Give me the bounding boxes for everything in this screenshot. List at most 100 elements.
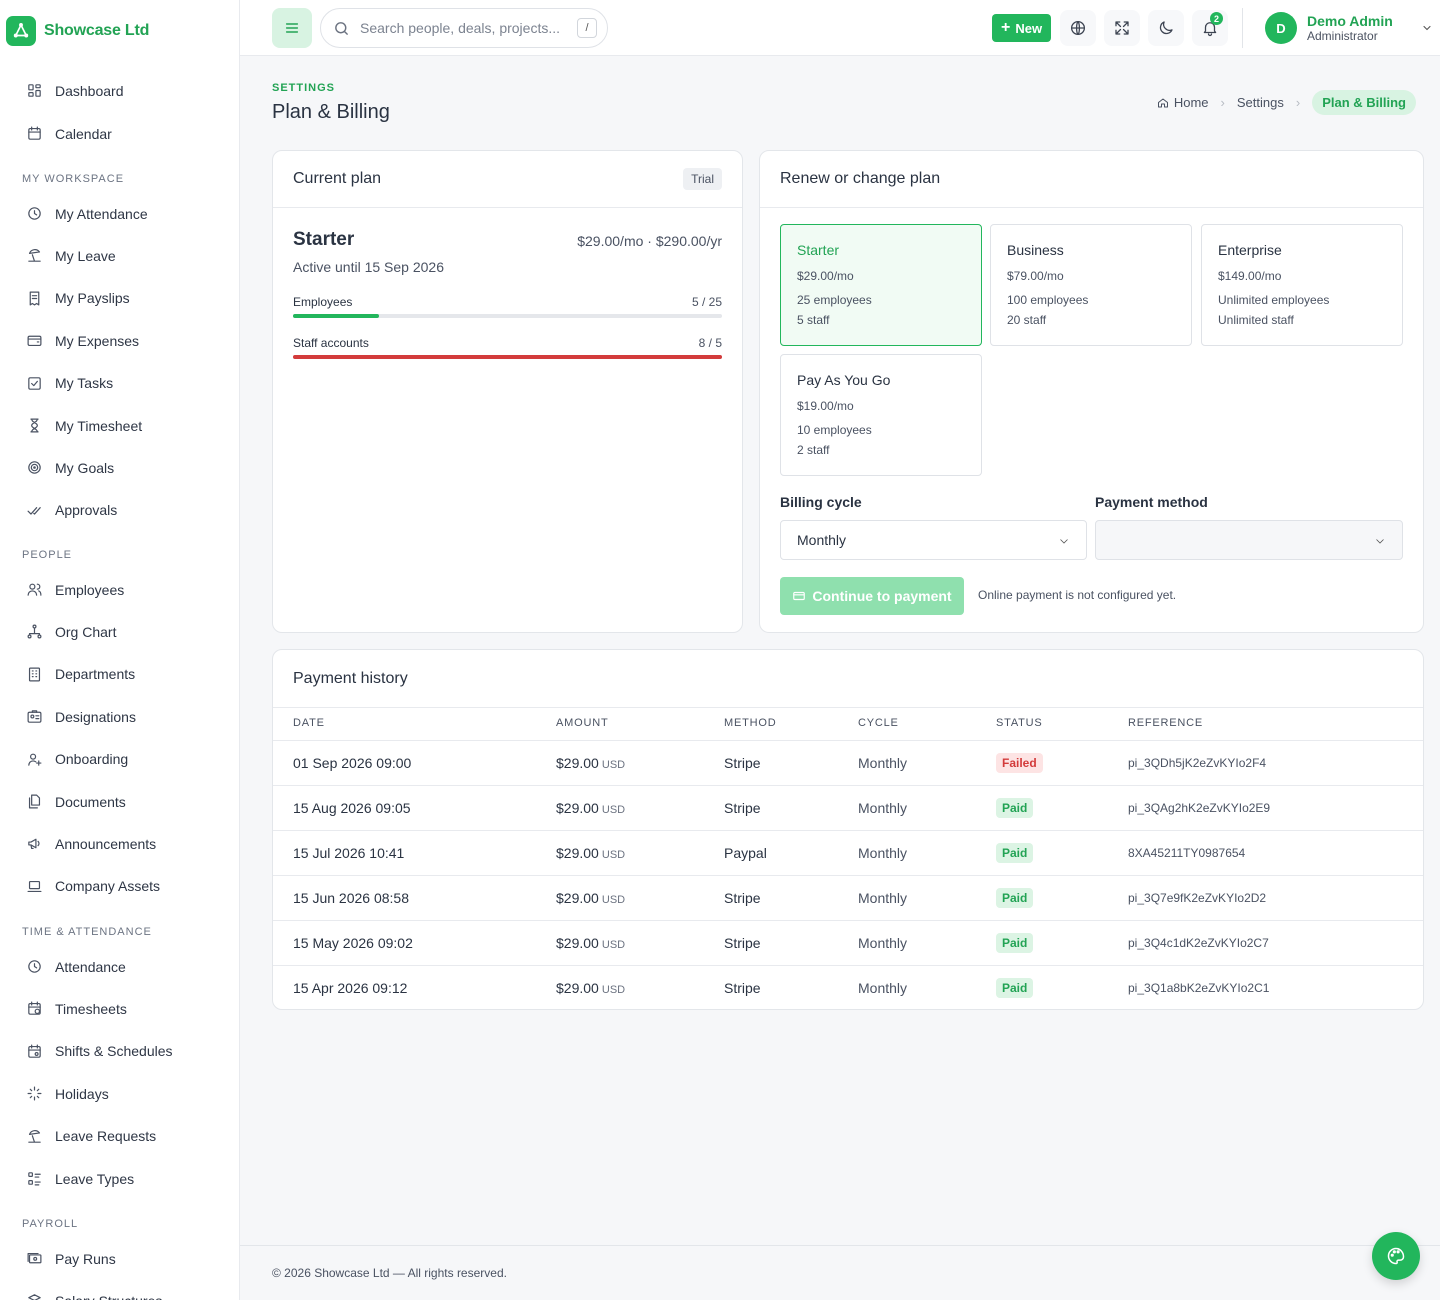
plan-option-employees: 100 employees [1007,293,1089,307]
amount-currency: USD [598,759,626,771]
sidebar-section-payroll: PAYROLL [22,1218,79,1230]
cell-amount: $29.00 USD [556,980,625,996]
footer-copyright: © 2026 Showcase Ltd — All rights reserve… [272,1266,507,1280]
sidebar-item-label: Leave Requests [55,1128,157,1145]
payment-note: Online payment is not configured yet. [978,588,1177,602]
notifications-button[interactable]: 2 [1192,10,1228,46]
sidebar-item-holidays[interactable]: Holidays [26,1085,109,1102]
sidebar-item-my-timesheet[interactable]: My Timesheet [26,417,142,434]
plan-option-name: Business [1007,242,1064,258]
sidebar-item-departments[interactable]: Departments [26,666,135,683]
sidebar-item-org-chart[interactable]: Org Chart [26,623,116,640]
sidebar-item-my-leave[interactable]: My Leave [26,247,116,264]
cell-date: 15 Jul 2026 10:41 [293,845,405,861]
sidebar-item-leave-requests[interactable]: Leave Requests [26,1128,156,1145]
plan-option-starter[interactable]: Starter $29.00/mo 25 employees 5 staff [780,224,982,346]
plan-option-staff: Unlimited staff [1218,313,1294,327]
sidebar-item-designations[interactable]: Designations [26,708,136,725]
table-row[interactable]: 15 May 2026 09:02 $29.00 USD Stripe Monthly… [273,920,1423,965]
plan-option-staff: 20 staff [1007,313,1047,327]
theme-toggle-button[interactable] [1148,10,1184,46]
sidebar-item-approvals[interactable]: Approvals [26,502,117,519]
breadcrumb-home[interactable]: Home [1157,95,1209,110]
payment-history-card: Payment history DATE AMOUNT METHOD CYCLE… [272,649,1424,1010]
column-header-cycle: CYCLE [858,717,899,729]
sidebar-item-my-expenses[interactable]: My Expenses [26,332,139,349]
cell-amount: $29.00 USD [556,845,625,861]
continue-to-payment-button[interactable]: Continue to payment [780,577,964,615]
search-box[interactable]: / [320,8,608,48]
sidebar-item-pay-runs[interactable]: Pay Runs [26,1250,116,1267]
payslip-icon [29,291,40,306]
renew-plan-card: Renew or change plan Starter $29.00/mo 2… [759,150,1424,633]
payment-history-title: Payment history [293,669,408,687]
user-menu[interactable]: D Demo Admin Administrator [1265,12,1433,44]
fullscreen-button[interactable] [1104,10,1140,46]
sidebar-item-my-tasks[interactable]: My Tasks [26,375,113,392]
table-row[interactable]: 15 Apr 2026 09:12 $29.00 USD Stripe Monthly… [273,965,1423,1009]
table-row[interactable]: 15 Aug 2026 09:05 $29.00 USD Stripe Monthly… [273,785,1423,830]
plan-option-business[interactable]: Business $79.00/mo 100 employees 20 staf… [990,224,1192,346]
plan-option-enterprise[interactable]: Enterprise $149.00/mo Unlimited employee… [1201,224,1403,346]
sidebar-item-timesheets[interactable]: Timesheets [26,1000,127,1017]
sidebar-item-label: Departments [55,666,136,683]
sidebar-item-leave-types[interactable]: Leave Types [26,1170,134,1187]
dashboard-icon [28,84,41,97]
laptop-icon [27,880,42,892]
sidebar-item-label: Timesheets [55,1000,127,1017]
sidebar-item-label: Pay Runs [55,1250,116,1267]
billing-cycle-select[interactable]: Monthly [780,520,1087,560]
plus-icon: + [1001,19,1011,36]
billing-cycle-label: Billing cycle [780,494,862,510]
sidebar-item-company-assets[interactable]: Company Assets [26,878,160,895]
amount-value: $29.00 [556,890,599,906]
list-icon [28,1172,41,1186]
plan-option-pay-as-you-go[interactable]: Pay As You Go $19.00/mo 10 employees 2 s… [780,354,982,476]
table-row[interactable]: 15 Jun 2026 08:58 $29.00 USD Stripe Monthly… [273,875,1423,920]
plan-active-until: Active until 15 Sep 2026 [293,259,444,275]
sidebar-item-announcements[interactable]: Announcements [26,835,156,852]
sidebar-item-my-attendance[interactable]: My Attendance [26,205,148,222]
cell-reference: pi_3Q1a8bK2eZvKYIo2C1 [1128,981,1270,995]
sidebar-item-attendance[interactable]: Attendance [26,958,126,975]
cell-method: Paypal [724,845,767,861]
status-badge: Paid [996,933,1034,953]
sidebar-item-my-payslips[interactable]: My Payslips [26,290,130,307]
customizer-button[interactable] [1372,1232,1420,1280]
sidebar-item-label: Salary Structures [55,1293,162,1300]
new-button[interactable]: + New [992,14,1052,42]
user-plus-icon [28,753,42,766]
sidebar-item-documents[interactable]: Documents [26,793,126,810]
sidebar-item-onboarding[interactable]: Onboarding [26,751,128,768]
plan-price: $29.00/mo · $290.00/yr [577,233,722,249]
brand-logo-icon [6,16,36,46]
chevron-right-icon: › [1220,95,1225,110]
sidebar-item-my-goals[interactable]: My Goals [26,459,114,476]
renew-plan-title: Renew or change plan [780,170,941,187]
payment-method-select[interactable] [1095,520,1403,560]
sidebar-item-dashboard[interactable]: Dashboard [26,82,124,99]
brand[interactable]: Showcase Ltd [6,16,149,46]
sidebar-item-calendar[interactable]: Calendar [26,125,112,142]
usage-bar-staff [293,355,722,359]
globe-icon [1070,20,1086,36]
breadcrumb-settings[interactable]: Settings [1236,95,1284,110]
table-row[interactable]: 01 Sep 2026 09:00 $29.00 USD Stripe Monthly… [273,740,1423,785]
sidebar-item-label: My Leave [55,247,116,264]
sidebar-item-salary-structures[interactable]: Salary Structures [26,1292,162,1300]
language-button[interactable] [1060,10,1096,46]
sidebar-item-employees[interactable]: Employees [26,581,124,598]
plan-option-employees: 25 employees [797,293,872,307]
table-row[interactable]: 15 Jul 2026 10:41 $29.00 USD Paypal Monthly… [273,830,1423,875]
search-input[interactable] [360,20,560,36]
checkbox-icon [28,376,41,390]
fullscreen-icon [1115,21,1129,35]
search-icon [335,21,348,35]
cell-date: 15 Aug 2026 09:05 [293,800,411,816]
menu-toggle-button[interactable] [272,8,312,48]
plan-option-price: $149.00/mo [1218,269,1282,283]
sidebar-item-shifts-and-schedules[interactable]: Shifts & Schedules [26,1043,173,1060]
topbar-divider [1242,8,1243,48]
cell-amount: $29.00 USD [556,800,625,816]
chevron-down-icon [1376,539,1384,544]
